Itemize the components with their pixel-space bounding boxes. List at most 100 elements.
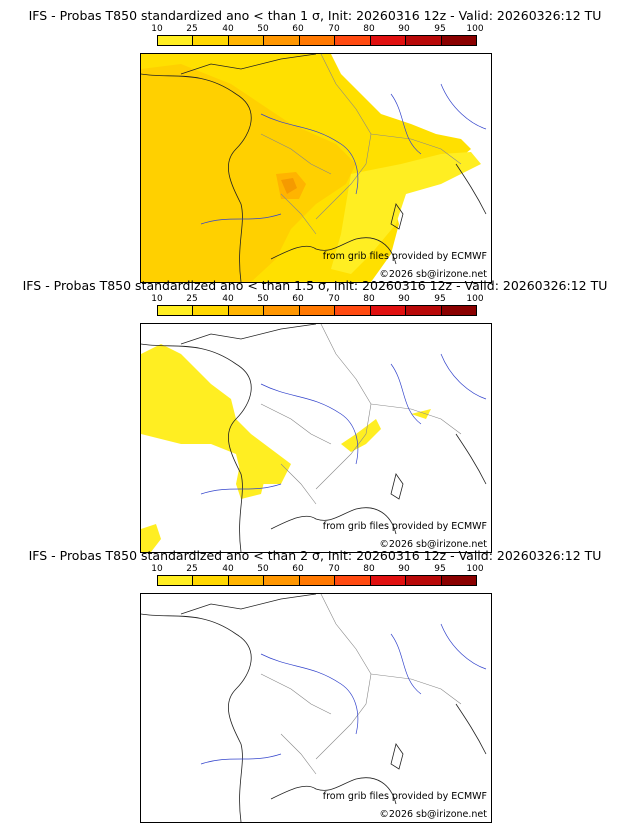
coastline <box>455 163 487 215</box>
source-credit: from grib files provided by ECMWF <box>322 251 487 262</box>
border <box>370 133 462 165</box>
colorbar-bin <box>158 306 194 315</box>
border <box>260 403 332 445</box>
tick: 90 <box>398 564 410 574</box>
copyright-credit: ©2026 sb@irizone.net <box>379 269 487 280</box>
tick: 95 <box>434 564 446 574</box>
panel-title: IFS - Probas T850 standardized ano < tha… <box>28 548 602 563</box>
tick: 10 <box>151 294 163 304</box>
prob-area-10 <box>141 344 291 484</box>
panel-1-sigma: IFS - Probas T850 standardized ano < tha… <box>0 8 630 283</box>
prob-area-60 <box>281 178 297 194</box>
tick: 100 <box>466 564 484 574</box>
coastline <box>270 777 397 805</box>
coastline <box>141 73 252 282</box>
tick: 50 <box>257 294 269 304</box>
panel-title: IFS - Probas T850 standardized ano < tha… <box>28 8 602 23</box>
river <box>440 623 487 670</box>
prob-area-10 <box>141 524 161 552</box>
colorbar-bin <box>370 36 407 45</box>
coastline <box>270 507 397 535</box>
colorbar-bin <box>228 576 265 585</box>
colorbar-ticks: 10 25 40 50 60 70 80 90 95 100 <box>140 24 490 34</box>
copyright-credit: ©2026 sb@irizone.net <box>379 809 487 820</box>
colorbar-bin <box>441 576 476 585</box>
coastline <box>270 237 397 265</box>
colorbar-bin <box>264 306 300 315</box>
tick: 95 <box>434 24 446 34</box>
border <box>315 324 372 490</box>
tick: 10 <box>151 564 163 574</box>
river <box>200 483 282 495</box>
colorbar-bin <box>158 576 194 585</box>
probability-map: from grib files provided by ECMWF ©2026 … <box>140 323 492 553</box>
colorbar-bin <box>264 576 300 585</box>
river <box>440 83 487 130</box>
colorbar-bin <box>406 576 442 585</box>
colorbar <box>157 305 477 316</box>
coastline <box>180 594 317 615</box>
colorbar-bin <box>441 306 476 315</box>
probability-map: from grib files provided by ECMWF ©2026 … <box>140 593 492 823</box>
colorbar-bin <box>193 36 229 45</box>
border <box>280 193 317 235</box>
colorbar-bin <box>264 36 300 45</box>
colorbar-bin <box>228 36 265 45</box>
panel-2-sigma: IFS - Probas T850 standardized ano < tha… <box>0 548 630 823</box>
border <box>260 673 332 715</box>
tick: 60 <box>292 24 304 34</box>
border <box>370 673 462 705</box>
tick: 80 <box>363 24 375 34</box>
coastline <box>455 703 487 755</box>
colorbar-bin <box>299 36 336 45</box>
coastline <box>390 743 404 770</box>
tick: 90 <box>398 294 410 304</box>
colorbar-bin <box>335 306 371 315</box>
river <box>390 633 422 695</box>
colorbar-bin <box>335 576 371 585</box>
coastline <box>390 203 404 230</box>
coastline <box>390 473 404 500</box>
tick: 50 <box>257 24 269 34</box>
border <box>260 133 332 175</box>
tick: 70 <box>328 564 340 574</box>
river <box>260 383 359 465</box>
tick: 90 <box>398 24 410 34</box>
tick: 80 <box>363 294 375 304</box>
coastline <box>455 433 487 485</box>
prob-area-10 <box>411 409 431 419</box>
colorbar-bin <box>193 576 229 585</box>
colorbar-bin <box>228 306 265 315</box>
colorbar-bin <box>193 306 229 315</box>
river <box>390 363 422 425</box>
colorbar-bin <box>299 576 336 585</box>
tick: 95 <box>434 294 446 304</box>
tick: 10 <box>151 24 163 34</box>
panel-title: IFS - Probas T850 standardized ano < tha… <box>22 278 608 293</box>
prob-area-10 <box>341 419 381 452</box>
tick: 40 <box>222 564 234 574</box>
prob-area-10 <box>331 152 481 274</box>
map-canvas <box>141 594 487 822</box>
tick: 25 <box>186 24 198 34</box>
colorbar-bin <box>335 36 371 45</box>
river <box>200 213 282 225</box>
river <box>200 753 282 765</box>
colorbar-bin <box>370 306 407 315</box>
border <box>370 403 462 435</box>
tick: 100 <box>466 24 484 34</box>
border <box>315 594 372 760</box>
coastline <box>180 54 317 75</box>
border <box>280 463 317 505</box>
tick: 40 <box>222 24 234 34</box>
colorbar-bin <box>441 36 476 45</box>
prob-area-40 <box>141 64 356 282</box>
river <box>390 93 422 155</box>
tick: 70 <box>328 24 340 34</box>
tick: 60 <box>292 294 304 304</box>
coastline <box>141 613 252 822</box>
colorbar-ticks: 10 25 40 50 60 70 80 90 95 100 <box>140 564 490 574</box>
colorbar-ticks: 10 25 40 50 60 70 80 90 95 100 <box>140 294 490 304</box>
tick: 25 <box>186 564 198 574</box>
coastline <box>141 343 252 552</box>
